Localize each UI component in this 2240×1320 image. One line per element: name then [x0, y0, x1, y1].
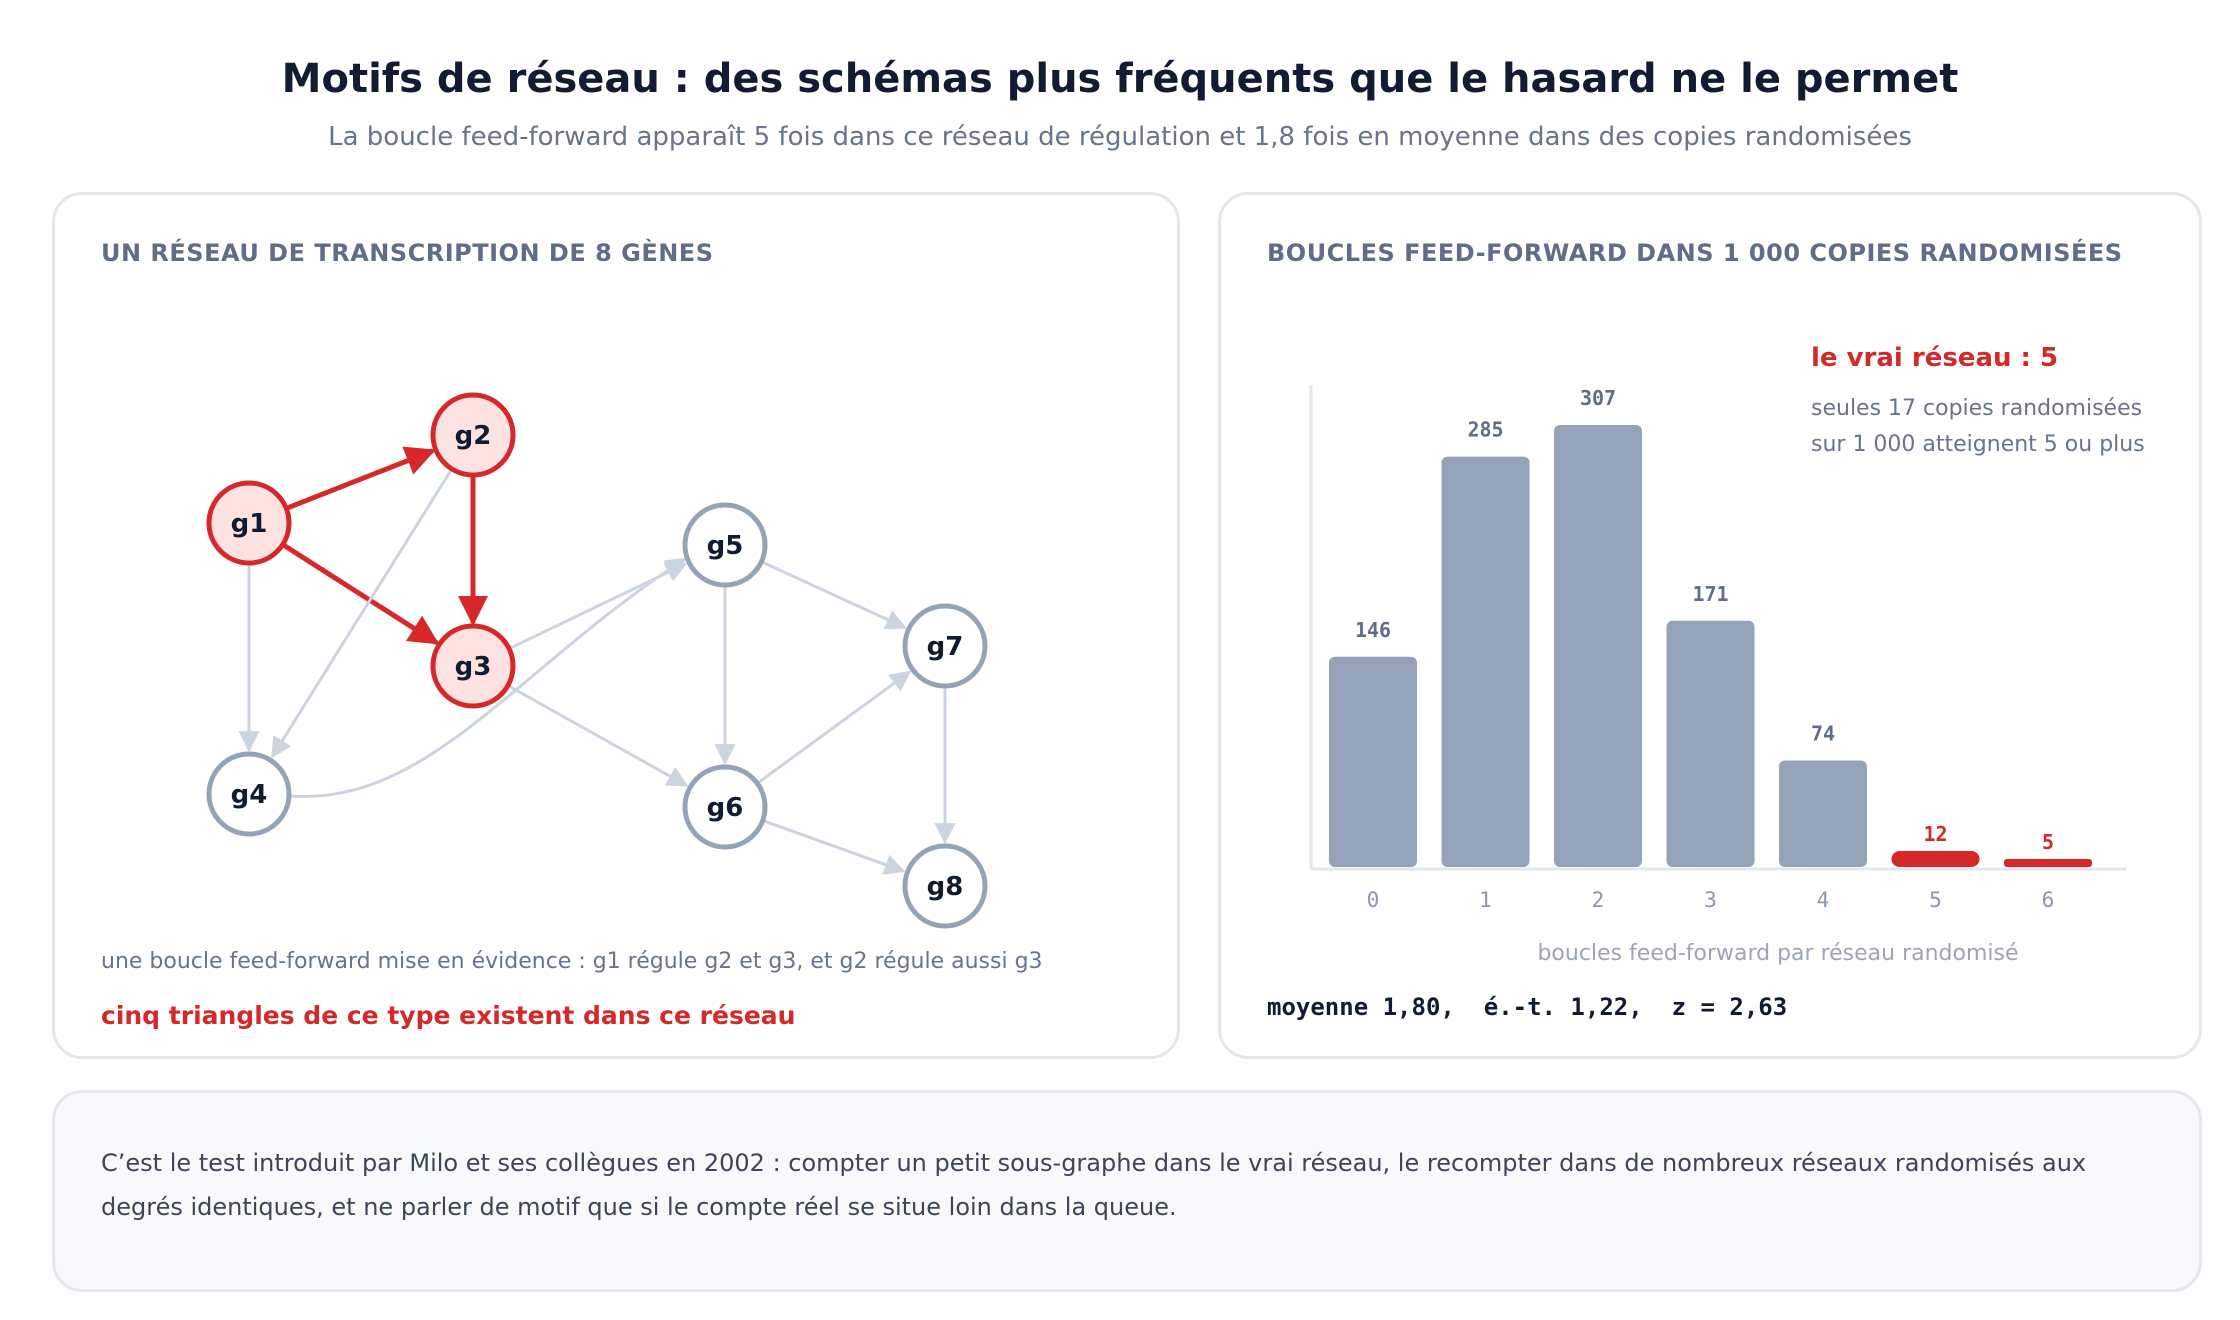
x-axis-label: boucles feed-forward par réseau randomis… — [1537, 941, 2019, 966]
node-g4: g4 — [206, 751, 292, 837]
edge-g6-g8 — [764, 819, 906, 875]
histogram-card: BOUCLES FEED-FORWARD DANS 1 000 COPIES R… — [1218, 192, 2202, 1059]
edge-g4-g5 — [288, 557, 687, 798]
explanation-note: C’est le test introduit par Milo et ses … — [52, 1090, 2202, 1292]
bar-value-label: 12 — [1923, 822, 1947, 846]
node-label: g5 — [707, 531, 744, 561]
histogram-heading: BOUCLES FEED-FORWARD DANS 1 000 COPIES R… — [1267, 239, 2123, 267]
page-subtitle: La boucle feed-forward apparaît 5 fois d… — [328, 122, 1912, 152]
node-label: g8 — [927, 872, 964, 902]
node-circle — [206, 751, 292, 837]
node-g2: g2 — [430, 392, 516, 478]
node-g7: g7 — [902, 603, 988, 689]
edge-g2-g4 — [271, 469, 453, 759]
node-g5: g5 — [682, 502, 768, 588]
histogram-chart: 146 0 285 1 307 2 171 3 74 4 12 5 5 6 — [1309, 385, 2126, 912]
node-g8: g8 — [902, 843, 988, 929]
node-circle — [430, 392, 516, 478]
summary-stats: moyenne 1,80, é.-t. 1,22, z = 2,63 — [1267, 993, 1788, 1021]
network-caption: une boucle feed-forward mise en évidence… — [101, 949, 1043, 974]
bar-5 — [1891, 851, 1980, 867]
x-tick-label: 5 — [1929, 888, 1942, 912]
node-label: g2 — [455, 421, 492, 451]
edge-g3-g6 — [508, 685, 689, 787]
network-card: UN RÉSEAU DE TRANSCRIPTION DE 8 GÈNES g1… — [52, 192, 1180, 1059]
x-tick-label: 6 — [2042, 888, 2055, 912]
network-heading: UN RÉSEAU DE TRANSCRIPTION DE 8 GÈNES — [101, 239, 714, 267]
x-tick-label: 4 — [1817, 888, 1830, 912]
node-circle — [682, 502, 768, 588]
edge-g1-g2 — [287, 446, 436, 510]
node-circle — [902, 603, 988, 689]
bar-value-label: 171 — [1692, 582, 1728, 606]
edge-g1-g3 — [283, 543, 440, 645]
real-network-annotation: le vrai réseau : 5 — [1811, 343, 2059, 373]
bar-1 — [1441, 456, 1530, 867]
bar-3 — [1666, 620, 1755, 867]
node-circle — [902, 843, 988, 929]
bar-6 — [2004, 859, 2092, 867]
x-tick-label: 0 — [1367, 888, 1380, 912]
x-tick-label: 3 — [1704, 888, 1717, 912]
bar-value-label: 307 — [1580, 386, 1616, 410]
bar-value-label: 74 — [1811, 721, 1835, 745]
edge-g5-g7 — [762, 561, 907, 630]
bar-4 — [1779, 760, 1867, 867]
node-label: g6 — [707, 793, 744, 823]
node-label: g7 — [927, 632, 964, 662]
node-circle — [682, 764, 768, 850]
node-g1: g1 — [206, 480, 292, 566]
bar-value-label: 146 — [1355, 618, 1391, 642]
network-graph: g1 g2 g3 g4 g5 g6 g7 g8 — [206, 392, 988, 929]
edge-g6-g7 — [758, 670, 912, 784]
node-label: g3 — [455, 652, 492, 682]
network-caption-strong: cinq triangles de ce type existent dans … — [101, 1001, 796, 1030]
bar-2 — [1554, 425, 1642, 867]
x-tick-label: 2 — [1592, 888, 1605, 912]
bar-value-label: 5 — [2042, 830, 2054, 854]
x-tick-label: 1 — [1479, 888, 1492, 912]
bar-0 — [1329, 656, 1417, 867]
node-label: g4 — [231, 780, 268, 810]
node-g3: g3 — [430, 623, 516, 709]
note-text: C’est le test introduit par Milo et ses … — [101, 1149, 2087, 1221]
real-network-annotation-body: seules 17 copies randomisées sur 1 000 a… — [1811, 396, 2145, 457]
node-g6: g6 — [682, 764, 768, 850]
node-label: g1 — [231, 509, 268, 539]
node-circle — [430, 623, 516, 709]
node-circle — [206, 480, 292, 566]
page-title: Motifs de réseau : des schémas plus fréq… — [281, 56, 1959, 102]
bar-value-label: 285 — [1467, 418, 1503, 442]
